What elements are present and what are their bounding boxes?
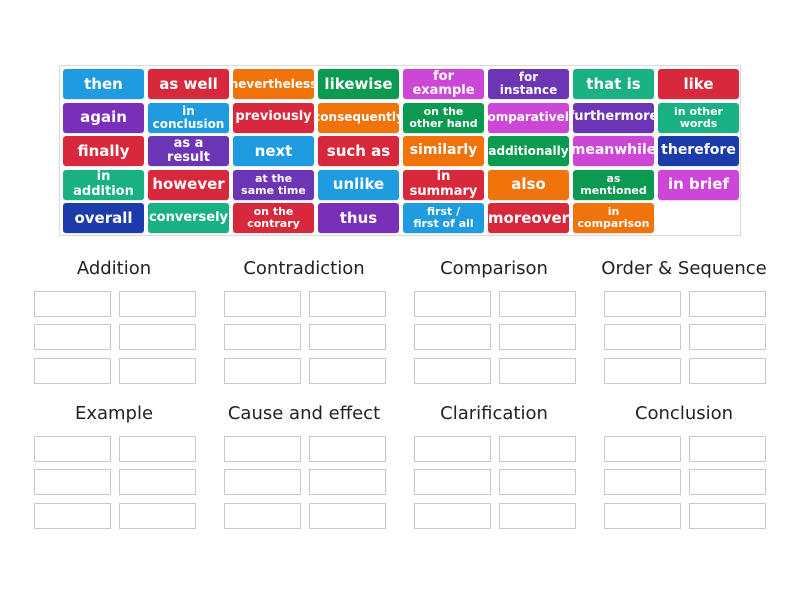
word-tile[interactable]: such as: [318, 136, 399, 166]
drop-slot[interactable]: [224, 358, 301, 384]
drop-slot[interactable]: [689, 436, 766, 462]
drop-slot[interactable]: [309, 291, 386, 317]
drop-slot[interactable]: [34, 436, 111, 462]
word-tile[interactable]: meanwhile: [573, 136, 654, 166]
word-tile[interactable]: moreover: [488, 203, 569, 233]
word-tile[interactable]: similarly: [403, 136, 484, 166]
word-tile[interactable]: however: [148, 169, 229, 200]
group-title: Comparison: [440, 258, 548, 279]
drop-slot[interactable]: [604, 436, 681, 462]
drop-slot[interactable]: [499, 503, 576, 529]
drop-slot[interactable]: [34, 324, 111, 350]
drop-slot[interactable]: [499, 436, 576, 462]
drop-slot[interactable]: [499, 358, 576, 384]
word-tile[interactable]: in comparison: [573, 203, 654, 233]
word-tile[interactable]: furthermore: [573, 102, 654, 133]
word-tile[interactable]: on the contrary: [233, 203, 314, 233]
group-title: Conclusion: [634, 403, 734, 424]
group-title: Example: [74, 403, 154, 424]
drop-slot[interactable]: [689, 503, 766, 529]
word-tile[interactable]: then: [63, 69, 144, 99]
word-tile[interactable]: like: [658, 69, 739, 99]
word-tile[interactable]: next: [233, 136, 314, 166]
word-tile[interactable]: at the same time: [233, 169, 314, 200]
group-title: Addition: [76, 258, 152, 279]
word-tile[interactable]: additionally: [488, 136, 569, 166]
group-title: Cause and effect: [227, 403, 381, 424]
group-title: Order & Sequence: [601, 258, 767, 279]
drop-slot[interactable]: [34, 358, 111, 384]
word-tile[interactable]: in conclusion: [148, 102, 229, 133]
drop-slot[interactable]: [224, 469, 301, 495]
word-tile[interactable]: thus: [318, 203, 399, 233]
word-tile[interactable]: first / first of all: [403, 203, 484, 233]
word-tile[interactable]: unlike: [318, 169, 399, 200]
word-tile[interactable]: in other words: [658, 102, 739, 133]
drop-slot[interactable]: [224, 291, 301, 317]
drop-slot[interactable]: [224, 436, 301, 462]
drop-slot[interactable]: [119, 436, 196, 462]
drop-slot[interactable]: [689, 291, 766, 317]
drop-slot[interactable]: [309, 436, 386, 462]
word-tile[interactable]: as mentioned: [573, 169, 654, 200]
drop-slot[interactable]: [689, 358, 766, 384]
drop-slot[interactable]: [499, 324, 576, 350]
group-title: Clarification: [440, 403, 548, 424]
drop-slot[interactable]: [119, 503, 196, 529]
drop-slot[interactable]: [119, 469, 196, 495]
word-tile[interactable]: for example: [403, 69, 484, 99]
word-tile[interactable]: consequently: [318, 102, 399, 133]
drop-slot[interactable]: [309, 469, 386, 495]
word-tile[interactable]: in brief: [658, 169, 739, 200]
drop-slot[interactable]: [604, 324, 681, 350]
word-tile[interactable]: for instance: [488, 69, 569, 99]
drop-slot[interactable]: [309, 358, 386, 384]
word-tile[interactable]: likewise: [318, 69, 399, 99]
word-tile[interactable]: nevertheless: [233, 69, 314, 99]
word-tile[interactable]: finally: [63, 136, 144, 166]
group-title: Contradiction: [243, 258, 365, 279]
word-tile[interactable]: in addition: [63, 169, 144, 200]
drop-slot[interactable]: [309, 503, 386, 529]
word-tile[interactable]: as well: [148, 69, 229, 99]
word-tile[interactable]: therefore: [658, 136, 739, 166]
drop-slot[interactable]: [689, 324, 766, 350]
word-tile[interactable]: in summary: [403, 169, 484, 200]
drop-slot[interactable]: [224, 503, 301, 529]
drop-slot[interactable]: [604, 358, 681, 384]
word-tile[interactable]: also: [488, 169, 569, 200]
drop-slot[interactable]: [604, 503, 681, 529]
drop-slot[interactable]: [414, 436, 491, 462]
drop-slot[interactable]: [414, 503, 491, 529]
drop-slot[interactable]: [499, 291, 576, 317]
word-tile[interactable]: on the other hand: [403, 102, 484, 133]
drop-slot[interactable]: [414, 291, 491, 317]
word-tile[interactable]: comparatively: [488, 102, 569, 133]
drop-slot[interactable]: [34, 291, 111, 317]
drop-slot[interactable]: [689, 469, 766, 495]
drop-slot[interactable]: [414, 324, 491, 350]
drop-slot[interactable]: [499, 469, 576, 495]
word-tile[interactable]: as a result: [148, 136, 229, 166]
word-tile[interactable]: again: [63, 102, 144, 133]
drop-slot[interactable]: [414, 358, 491, 384]
drop-slot[interactable]: [604, 469, 681, 495]
drop-slot[interactable]: [34, 469, 111, 495]
drop-slot[interactable]: [414, 469, 491, 495]
drop-slot[interactable]: [604, 291, 681, 317]
word-bank: then as well nevertheless likewise for examp…: [59, 65, 741, 236]
drop-slot[interactable]: [119, 324, 196, 350]
word-tile[interactable]: that is: [573, 69, 654, 99]
word-tile[interactable]: overall: [63, 203, 144, 233]
word-tile[interactable]: previously: [233, 102, 314, 133]
word-tile[interactable]: conversely: [148, 203, 229, 233]
drop-slot[interactable]: [34, 503, 111, 529]
drop-slot[interactable]: [119, 291, 196, 317]
drop-slot[interactable]: [224, 324, 301, 350]
drop-slot[interactable]: [309, 324, 386, 350]
drop-slot[interactable]: [119, 358, 196, 384]
